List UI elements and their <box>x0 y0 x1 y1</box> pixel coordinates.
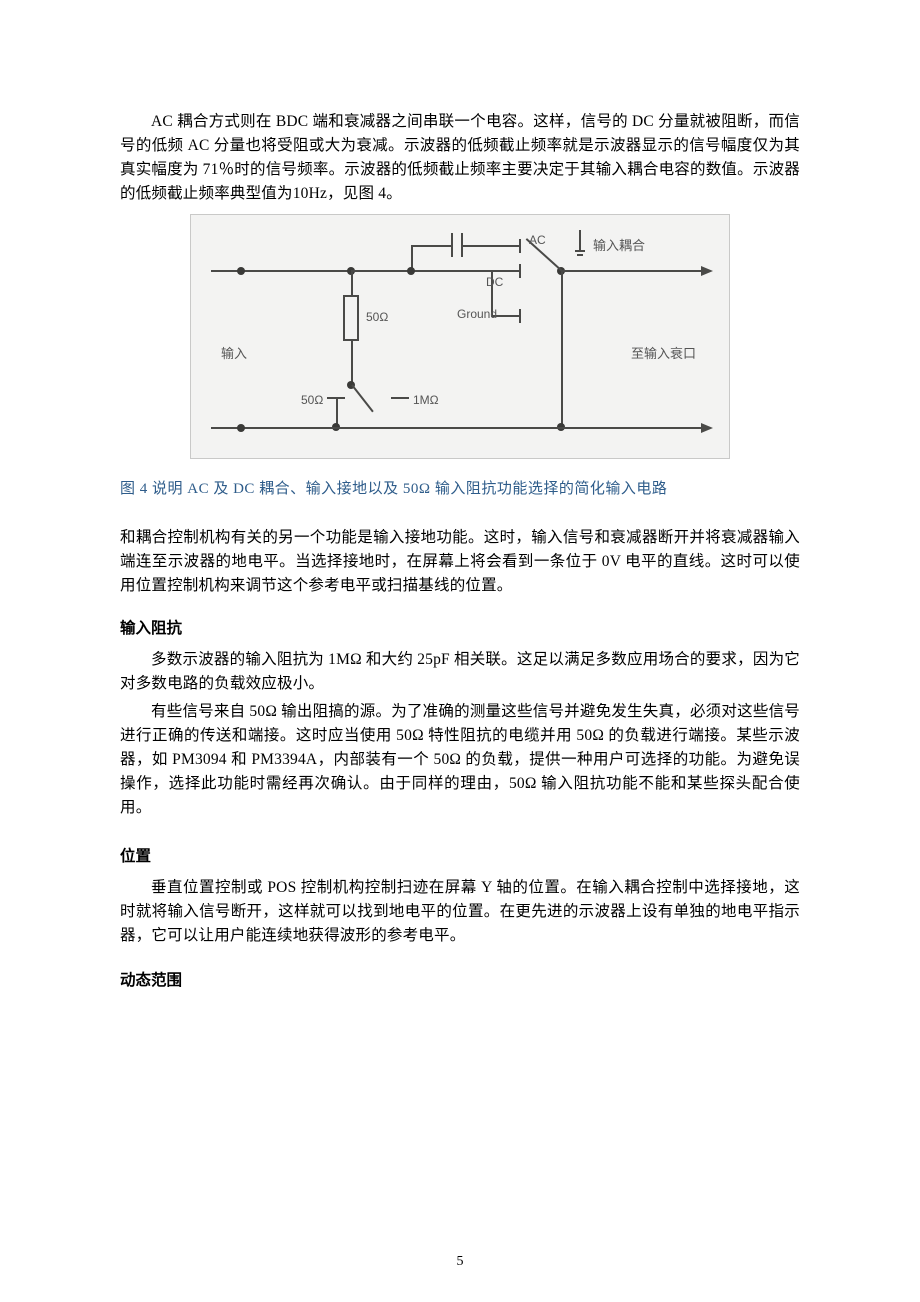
label-input: 输入 <box>221 343 247 362</box>
heading-input-impedance: 输入阻抗 <box>120 616 800 638</box>
intro-paragraph: AC 耦合方式则在 BDC 端和衰减器之间串联一个电容。这样，信号的 DC 分量… <box>120 110 800 206</box>
label-1mohm: 1MΩ <box>413 393 439 407</box>
label-output: 至输入衰口 <box>631 343 696 362</box>
capacitor-icon <box>451 233 453 257</box>
label-coupling: 输入耦合 <box>593 235 645 254</box>
page: AC 耦合方式则在 BDC 端和衰减器之间串联一个电容。这样，信号的 DC 分量… <box>0 0 920 1302</box>
arrow-right-icon <box>701 423 713 433</box>
label-ac: AC <box>529 233 546 247</box>
figure-4-circuit-diagram: AC DC Ground 50Ω 50Ω 1MΩ 输入 输入耦合 至输入衰口 <box>190 214 730 459</box>
figure-4-container: AC DC Ground 50Ω 50Ω 1MΩ 输入 输入耦合 至输入衰口 <box>190 214 800 459</box>
impedance-p1: 多数示波器的输入阻抗为 1MΩ 和大约 25pF 相关联。这足以满足多数应用场合… <box>120 648 800 696</box>
impedance-p2: 有些信号来自 50Ω 输出阻搞的源。为了准确的测量这些信号并避免发生失真，必须对… <box>120 700 800 820</box>
arrow-right-icon <box>701 266 713 276</box>
label-dc: DC <box>486 275 503 289</box>
label-ground: Ground <box>457 307 497 321</box>
heading-position: 位置 <box>120 844 800 866</box>
heading-dynamic-range: 动态范围 <box>120 968 800 990</box>
page-number: 5 <box>0 1254 920 1270</box>
label-50ohm-top: 50Ω <box>366 310 388 324</box>
paragraph-after-figure: 和耦合控制机构有关的另一个功能是输入接地功能。这时，输入信号和衰减器断开并将衰减… <box>120 526 800 598</box>
resistor-50ohm-icon <box>343 295 359 341</box>
position-p1: 垂直位置控制或 POS 控制机构控制扫迹在屏幕 Y 轴的位置。在输入耦合控制中选… <box>120 876 800 948</box>
label-50ohm-bottom: 50Ω <box>301 393 323 407</box>
figure-4-caption: 图 4 说明 AC 及 DC 耦合、输入接地以及 50Ω 输入阻抗功能选择的简化… <box>120 477 800 498</box>
